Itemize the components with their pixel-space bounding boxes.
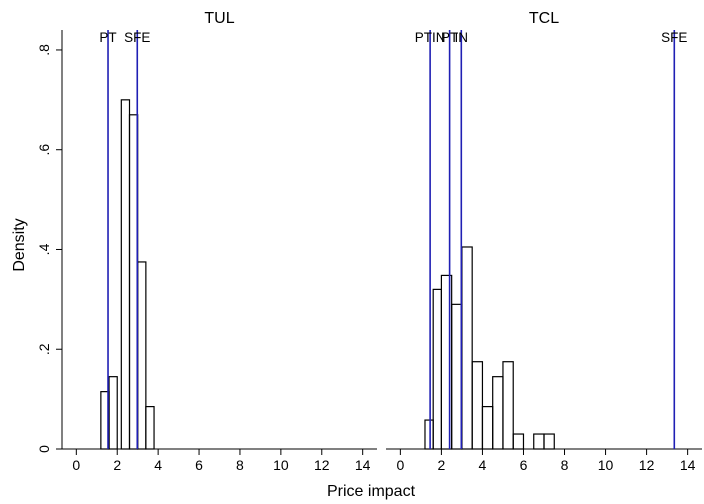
panel-title: TCL xyxy=(529,10,559,27)
x-axis-label: Price impact xyxy=(327,483,416,500)
x-tick-label: 14 xyxy=(355,457,371,473)
y-tick-label: 0 xyxy=(36,445,52,453)
y-tick-label: .8 xyxy=(36,44,52,56)
reference-line-label: SFE xyxy=(661,30,687,45)
x-tick-label: 14 xyxy=(680,457,696,473)
x-tick-label: 6 xyxy=(195,457,203,473)
x-tick-label: 0 xyxy=(396,457,404,473)
panel-title: TUL xyxy=(204,10,234,27)
y-tick-label: .4 xyxy=(36,243,52,255)
reference-line-label: PTIN xyxy=(415,30,446,45)
y-tick-label: .6 xyxy=(36,144,52,156)
histogram-bar xyxy=(424,419,434,450)
x-tick-label: 10 xyxy=(273,457,289,473)
y-axis-label: Density xyxy=(11,218,28,271)
x-tick-label: 0 xyxy=(72,457,80,473)
histogram-bar xyxy=(461,246,473,450)
reference-line-label: PT xyxy=(99,30,116,45)
y-tick-label: .2 xyxy=(36,343,52,355)
histogram-bar xyxy=(137,261,147,450)
x-tick-label: 10 xyxy=(598,457,614,473)
histogram-bar xyxy=(512,433,525,450)
x-tick-label: 4 xyxy=(479,457,487,473)
histogram-bar xyxy=(492,376,504,450)
histogram-bar xyxy=(533,433,545,450)
panels: TUL 0 2 4 6 8 10 12 14 0 .2 .4 .6 .8 PT SFE TCL 0 2 4 6 8 10 12… xyxy=(36,10,702,473)
reference-line-label: PT xyxy=(441,30,458,45)
x-tick-label: 8 xyxy=(561,457,569,473)
x-tick-label: 4 xyxy=(154,457,162,473)
x-tick-label: 2 xyxy=(113,457,121,473)
histogram-bar xyxy=(432,288,443,450)
histogram-bar xyxy=(128,114,139,450)
histogram-bar xyxy=(543,433,555,450)
x-tick-label: 8 xyxy=(236,457,244,473)
histogram-bar xyxy=(502,361,514,450)
x-tick-label: 6 xyxy=(520,457,528,473)
histogram-bar xyxy=(471,361,484,450)
panel-tul: TUL 0 2 4 6 8 10 12 14 0 .2 .4 .6 .8 PT SFE xyxy=(36,10,377,473)
reference-line-label: SFE xyxy=(124,30,150,45)
x-tick-label: 12 xyxy=(314,457,330,473)
histogram-bar xyxy=(451,303,463,450)
x-tick-label: 2 xyxy=(438,457,446,473)
x-tick-label: 12 xyxy=(639,457,655,473)
histogram-bar xyxy=(108,376,118,450)
histogram-bar xyxy=(120,99,131,450)
reference-line-label: IN xyxy=(455,30,469,45)
histogram-bar xyxy=(481,406,494,450)
histogram-bar xyxy=(145,406,155,450)
